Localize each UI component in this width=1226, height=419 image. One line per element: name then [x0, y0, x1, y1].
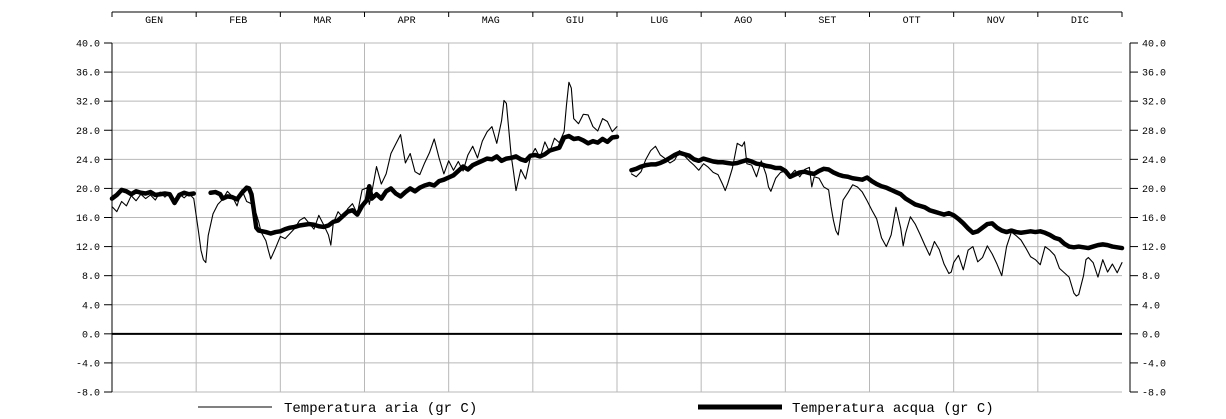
y-tick-label-right: 20.0	[1142, 185, 1166, 196]
water-temperature-line-segment-0	[109, 187, 197, 206]
air-temperature-line-segment-1	[630, 141, 1123, 297]
legend: Temperatura aria (gr C) Temperatura acqua…	[198, 401, 994, 417]
legend-label-water: Temperatura acqua (gr C)	[792, 401, 994, 417]
month-label: GIU	[566, 16, 584, 27]
month-label: GEN	[145, 16, 163, 27]
month-label: MAG	[482, 16, 500, 27]
month-label: LUG	[650, 16, 668, 27]
y-tick-label-left: 32.0	[76, 98, 100, 109]
y-tick-label-left: 28.0	[76, 127, 100, 138]
y-tick-label-left: 24.0	[76, 156, 100, 167]
month-label: AGO	[734, 16, 752, 27]
y-tick-label-left: 0.0	[82, 330, 100, 341]
y-tick-label-right: 32.0	[1142, 98, 1166, 109]
legend-label-air: Temperatura aria (gr C)	[284, 401, 477, 417]
month-label: APR	[398, 16, 416, 27]
y-tick-label-right: 16.0	[1142, 214, 1166, 225]
y-tick-label-left: 40.0	[76, 40, 100, 51]
air-temperature-line-segment-0	[111, 81, 618, 264]
y-tick-label-right: 8.0	[1142, 272, 1160, 283]
water-temperature-line-segment-2	[629, 150, 1125, 251]
month-label: DIC	[1071, 16, 1089, 27]
month-label: OTT	[903, 16, 921, 27]
axes: GEN FEB MAR APR MAG GIU LUG AGO SET OTT NOV DIC 40.0…	[76, 11, 1166, 400]
y-tick-label-left: 12.0	[76, 243, 100, 254]
y-tick-label-right: 12.0	[1142, 243, 1166, 254]
y-tick-label-left: 8.0	[82, 272, 100, 283]
y-tick-label-right: 0.0	[1142, 330, 1160, 341]
y-tick-label-right: 40.0	[1142, 40, 1166, 51]
series-lines	[109, 81, 1125, 297]
y-tick-label-left: 20.0	[76, 185, 100, 196]
y-tick-label-right: 4.0	[1142, 301, 1160, 312]
water-temperature-line-segment-1	[208, 133, 620, 236]
y-tick-label-left: -8.0	[76, 389, 100, 400]
y-tick-label-left: 4.0	[82, 301, 100, 312]
y-tick-label-right: -4.0	[1142, 359, 1166, 370]
grid-lines	[112, 42, 1122, 393]
month-label: FEB	[229, 16, 247, 27]
y-tick-label-left: -4.0	[76, 359, 100, 370]
month-label: MAR	[313, 16, 331, 27]
y-tick-label-right: 24.0	[1142, 156, 1166, 167]
y-tick-label-left: 36.0	[76, 69, 100, 80]
y-tick-label-right: -8.0	[1142, 389, 1166, 400]
month-label: SET	[818, 16, 836, 27]
month-label: NOV	[987, 16, 1005, 27]
y-tick-label-right: 36.0	[1142, 69, 1166, 80]
y-tick-label-left: 16.0	[76, 214, 100, 225]
y-tick-label-right: 28.0	[1142, 127, 1166, 138]
